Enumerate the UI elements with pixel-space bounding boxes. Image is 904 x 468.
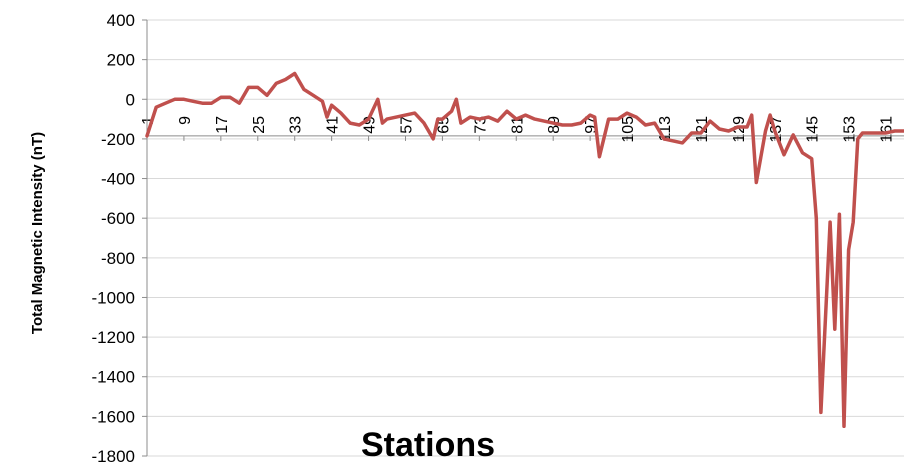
x-tick-label: 9 [177,116,194,125]
y-tick-label: -1600 [92,407,135,426]
series-line [145,71,904,429]
y-tick-label: -800 [101,249,135,268]
x-tick-label: 153 [842,116,859,143]
y-tick-label: 400 [107,11,135,30]
y-tick-label: -1400 [92,368,135,387]
y-tick-label: -400 [101,170,135,189]
y-tick-label: -600 [101,209,135,228]
gridlines [142,19,904,457]
x-tick-label: 41 [325,116,342,134]
y-tick-labels: 400 200 0 -200 -400 -600 -800 -1000 -1200 -1400 -1… [92,11,135,466]
x-tick-label: 25 [251,116,268,134]
x-tick-label: 81 [509,116,526,134]
y-tick-label: -1000 [92,288,135,307]
y-tick-label: -1200 [92,328,135,347]
y-tick-label: 0 [126,90,135,109]
x-tick-label: 1 [140,116,157,125]
series-layer [145,71,904,429]
x-tick-label: 57 [398,116,415,134]
y-tick-label: -200 [101,130,135,149]
x-tick-label: 73 [472,116,489,134]
x-tick-label: 145 [805,116,822,143]
x-tick-label: 105 [620,116,637,143]
y-axis-title: Total Magnetic Intensity (nT) [29,132,46,334]
x-tick-label: 161 [879,116,896,143]
x-tick-label: 33 [288,116,305,134]
x-tick-label: 17 [214,116,231,134]
y-tick-label: -1800 [92,447,135,466]
x-axis-title: Stations [361,426,495,464]
y-tick-label: 200 [107,51,135,70]
